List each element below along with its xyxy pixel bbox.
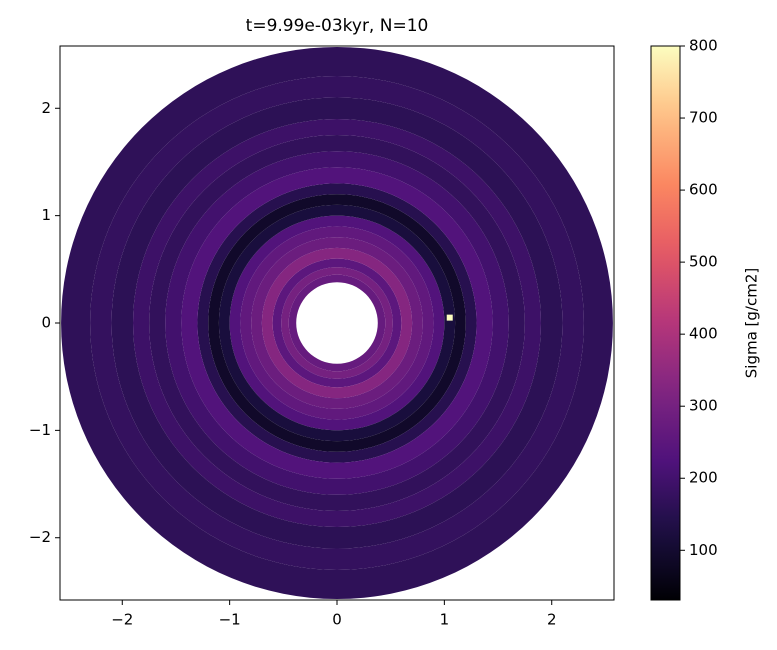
x-tick-label: 0 [332,611,342,629]
x-tick-label: 2 [547,611,557,629]
y-tick-label: 1 [41,206,51,224]
colorbar-tick-label: 300 [689,397,718,415]
planet [446,314,453,321]
chart-title: t=9.99e-03kyr, N=10 [246,16,429,36]
x-tick-label: −1 [219,611,241,629]
y-tick-label: −2 [29,528,51,546]
colorbar-tick-label: 700 [689,109,718,127]
x-tick-label: 1 [440,611,450,629]
y-tick-label: 2 [41,99,51,117]
x-tick-label: −2 [111,611,133,629]
colorbar-tick-label: 100 [689,541,718,559]
colorbar-tick-label: 400 [689,325,718,343]
y-tick-label: −1 [29,421,51,439]
colorbar-tick-label: 200 [689,469,718,487]
colorbar [650,45,681,601]
ring [281,267,393,379]
y-tick-label: 0 [41,314,51,332]
colorbar-tick-label: 600 [689,181,718,199]
colorbar-tick-label: 500 [689,253,718,271]
colorbar-tick-label: 800 [689,37,718,55]
ring [288,274,386,372]
plot-area [61,46,613,600]
colorbar-label: Sigma [g/cm2] [743,268,761,378]
